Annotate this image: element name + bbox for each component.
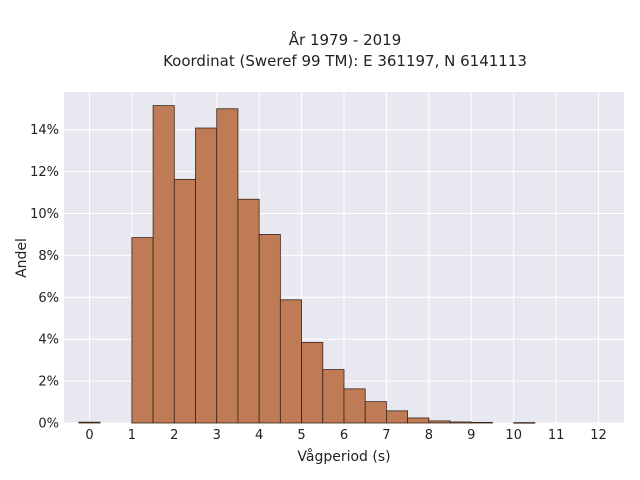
histogram-bar — [449, 421, 472, 424]
histogram-bar — [216, 108, 239, 424]
x-tick-label: 7 — [382, 428, 390, 443]
x-tick-label: 10 — [505, 428, 522, 443]
y-axis-ticks: 0% 2% 4% 6% 8% 10% 12% 14% — [30, 123, 59, 431]
y-tick-label: 10% — [30, 207, 59, 222]
x-tick-label: 9 — [467, 428, 475, 443]
x-tick-label: 2 — [170, 428, 178, 443]
x-tick-label: 5 — [297, 428, 305, 443]
histogram-bar — [173, 178, 196, 424]
histogram-bar — [195, 127, 218, 424]
y-tick-label: 8% — [38, 249, 59, 264]
histogram-bar — [364, 401, 387, 424]
histogram-bar — [513, 422, 536, 424]
y-tick-label: 2% — [38, 375, 59, 390]
x-tick-label: 6 — [340, 428, 348, 443]
x-tick-label: 4 — [255, 428, 263, 443]
x-tick-label: 1 — [128, 428, 136, 443]
y-axis-label: Andel — [14, 238, 30, 278]
histogram-bar — [428, 420, 451, 424]
histogram-bar — [258, 234, 281, 424]
x-tick-label: 11 — [548, 428, 565, 443]
histogram-bar — [470, 421, 493, 424]
histogram-bar — [279, 299, 302, 424]
x-tick-label: 8 — [425, 428, 433, 443]
histogram-bar — [407, 417, 430, 424]
chart-title-line-1: År 1979 - 2019 — [289, 30, 402, 49]
y-tick-label: 12% — [30, 165, 59, 180]
y-tick-label: 14% — [30, 123, 59, 138]
histogram-bar — [131, 237, 154, 424]
histogram-bar — [322, 369, 345, 424]
y-tick-label: 4% — [38, 333, 59, 348]
y-tick-label: 0% — [38, 417, 59, 432]
histogram-bar — [237, 198, 260, 424]
x-tick-label: 12 — [590, 428, 607, 443]
y-tick-label: 6% — [38, 291, 59, 306]
x-axis-ticks: 0 1 2 3 4 5 6 7 8 9 10 11 12 — [85, 428, 607, 443]
chart-title-line-2: Koordinat (Sweref 99 TM): E 361197, N 61… — [163, 52, 527, 70]
histogram-bar — [152, 105, 175, 424]
x-tick-label: 3 — [213, 428, 221, 443]
histogram-bar — [386, 410, 409, 424]
x-tick-label: 0 — [85, 428, 93, 443]
histogram-bar — [78, 421, 101, 424]
histogram-bar — [343, 388, 366, 424]
histogram-bars — [78, 105, 536, 424]
histogram-bar — [301, 341, 324, 424]
x-axis-label: Vågperiod (s) — [297, 448, 390, 465]
